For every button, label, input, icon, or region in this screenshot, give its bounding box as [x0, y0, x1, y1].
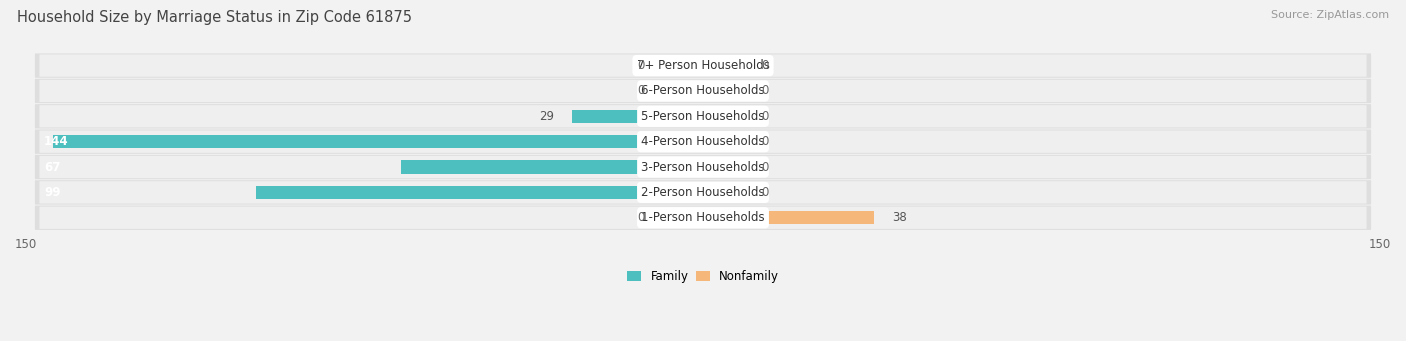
- Bar: [703, 211, 875, 224]
- Text: 0: 0: [637, 211, 644, 224]
- Text: 0: 0: [762, 110, 769, 123]
- Text: 99: 99: [44, 186, 60, 199]
- FancyBboxPatch shape: [39, 156, 1367, 178]
- Bar: [572, 110, 703, 123]
- Text: 0: 0: [762, 85, 769, 98]
- FancyBboxPatch shape: [35, 130, 1371, 154]
- Bar: [703, 84, 748, 98]
- Bar: [658, 59, 703, 72]
- FancyBboxPatch shape: [35, 54, 1371, 78]
- Text: 4-Person Households: 4-Person Households: [641, 135, 765, 148]
- Text: Source: ZipAtlas.com: Source: ZipAtlas.com: [1271, 10, 1389, 20]
- Text: 29: 29: [538, 110, 554, 123]
- Text: 144: 144: [44, 135, 69, 148]
- Text: 0: 0: [762, 135, 769, 148]
- FancyBboxPatch shape: [39, 181, 1367, 204]
- Bar: [658, 84, 703, 98]
- Bar: [703, 59, 748, 72]
- Text: Household Size by Marriage Status in Zip Code 61875: Household Size by Marriage Status in Zip…: [17, 10, 412, 25]
- Text: 0: 0: [762, 186, 769, 199]
- Bar: [401, 160, 703, 174]
- Bar: [703, 110, 748, 123]
- FancyBboxPatch shape: [39, 80, 1367, 102]
- FancyBboxPatch shape: [35, 79, 1371, 103]
- Bar: [658, 211, 703, 224]
- Legend: Family, Nonfamily: Family, Nonfamily: [621, 265, 785, 287]
- Text: 67: 67: [44, 161, 60, 174]
- Text: 7+ Person Households: 7+ Person Households: [637, 59, 769, 72]
- Text: 5-Person Households: 5-Person Households: [641, 110, 765, 123]
- FancyBboxPatch shape: [35, 206, 1371, 230]
- Text: 3-Person Households: 3-Person Households: [641, 161, 765, 174]
- Bar: [53, 135, 703, 148]
- Text: 2-Person Households: 2-Person Households: [641, 186, 765, 199]
- FancyBboxPatch shape: [35, 104, 1371, 129]
- FancyBboxPatch shape: [39, 55, 1367, 77]
- Bar: [703, 160, 748, 174]
- FancyBboxPatch shape: [35, 155, 1371, 179]
- Text: 38: 38: [893, 211, 907, 224]
- FancyBboxPatch shape: [39, 131, 1367, 153]
- Text: 0: 0: [637, 85, 644, 98]
- FancyBboxPatch shape: [35, 180, 1371, 205]
- Text: 6-Person Households: 6-Person Households: [641, 85, 765, 98]
- Text: 0: 0: [762, 59, 769, 72]
- Bar: [703, 186, 748, 199]
- Text: 1-Person Households: 1-Person Households: [641, 211, 765, 224]
- Text: 0: 0: [762, 161, 769, 174]
- Bar: [703, 135, 748, 148]
- Text: 0: 0: [637, 59, 644, 72]
- FancyBboxPatch shape: [39, 105, 1367, 128]
- Bar: [256, 186, 703, 199]
- FancyBboxPatch shape: [39, 207, 1367, 229]
